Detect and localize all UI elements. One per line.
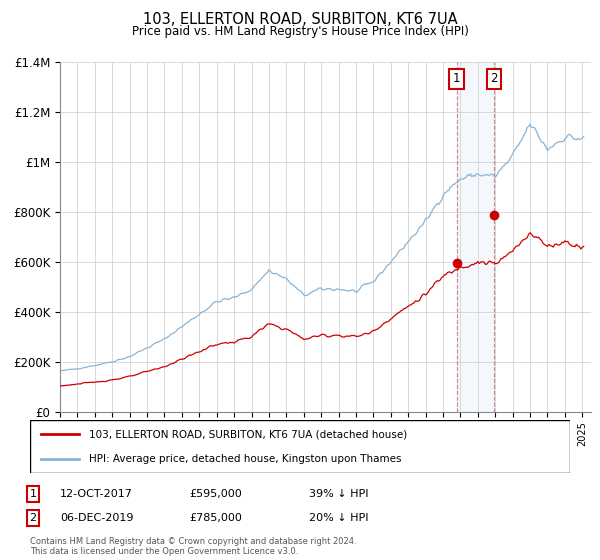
- Text: 1: 1: [29, 489, 37, 499]
- Text: 1: 1: [453, 72, 460, 85]
- Text: 39% ↓ HPI: 39% ↓ HPI: [309, 489, 368, 499]
- Text: HPI: Average price, detached house, Kingston upon Thames: HPI: Average price, detached house, King…: [89, 454, 402, 464]
- Bar: [457, 62, 494, 412]
- Text: 2: 2: [490, 72, 497, 85]
- Text: £595,000: £595,000: [189, 489, 242, 499]
- Text: 103, ELLERTON ROAD, SURBITON, KT6 7UA: 103, ELLERTON ROAD, SURBITON, KT6 7UA: [143, 12, 457, 27]
- Text: £785,000: £785,000: [189, 513, 242, 523]
- Text: Price paid vs. HM Land Registry's House Price Index (HPI): Price paid vs. HM Land Registry's House …: [131, 25, 469, 38]
- Text: 103, ELLERTON ROAD, SURBITON, KT6 7UA (detached house): 103, ELLERTON ROAD, SURBITON, KT6 7UA (d…: [89, 430, 407, 440]
- Text: Contains HM Land Registry data © Crown copyright and database right 2024.
This d: Contains HM Land Registry data © Crown c…: [30, 536, 356, 556]
- Text: 2: 2: [29, 513, 37, 523]
- Text: 06-DEC-2019: 06-DEC-2019: [60, 513, 133, 523]
- Text: 20% ↓ HPI: 20% ↓ HPI: [309, 513, 368, 523]
- Text: 12-OCT-2017: 12-OCT-2017: [60, 489, 133, 499]
